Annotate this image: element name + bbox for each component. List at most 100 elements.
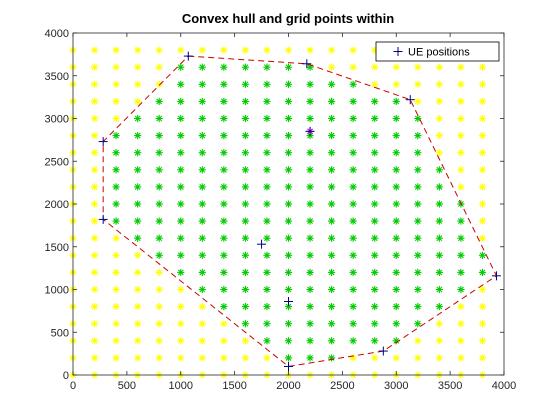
grid-point-inside: [328, 337, 336, 345]
grid-point-inside: [414, 217, 422, 225]
ue-position-marker: [302, 59, 312, 69]
grid-point-outside: [478, 303, 487, 311]
grid-point-inside: [198, 149, 206, 157]
grid-point-inside: [328, 285, 336, 294]
grid-point-outside: [90, 80, 99, 88]
grid-point-outside: [134, 337, 142, 345]
grid-point-inside: [241, 149, 249, 157]
grid-point-inside: [198, 285, 206, 294]
grid-point-inside: [414, 149, 422, 157]
grid-point-inside: [112, 132, 120, 140]
grid-point-inside: [155, 114, 163, 123]
grid-point-inside: [177, 234, 185, 242]
grid-point-inside: [371, 200, 379, 208]
grid-point-outside: [198, 337, 206, 345]
x-tick-label: 1000: [169, 380, 193, 392]
grid-point-inside: [177, 114, 185, 123]
grid-point-outside: [457, 97, 465, 105]
grid-point-outside: [435, 97, 443, 105]
grid-point-inside: [457, 251, 465, 259]
grid-point-outside: [198, 303, 206, 311]
grid-point-outside: [478, 320, 487, 328]
grid-point-inside: [435, 183, 443, 191]
ue-position-marker: [98, 214, 108, 224]
grid-point-inside: [241, 97, 249, 105]
grid-point-inside: [284, 251, 293, 259]
grid-point-outside: [478, 132, 487, 140]
grid-point-inside: [414, 166, 422, 174]
grid-point-outside: [457, 114, 465, 123]
grid-point-outside: [220, 354, 228, 362]
grid-point-inside: [371, 320, 379, 328]
y-tick-label: 2000: [45, 199, 69, 211]
grid-point-inside: [306, 251, 314, 259]
grid-point-inside: [177, 217, 185, 225]
grid-point-outside: [134, 97, 142, 105]
grid-point-inside: [220, 268, 228, 276]
y-tick-label: 3500: [45, 71, 69, 83]
grid-point-outside: [478, 354, 487, 362]
grid-point-outside: [198, 354, 206, 362]
grid-point-inside: [435, 166, 443, 174]
grid-point-outside: [328, 63, 336, 71]
grid-point-outside: [198, 320, 206, 328]
grid-point-outside: [457, 183, 465, 191]
grid-point-inside: [328, 320, 336, 328]
grid-point-inside: [155, 234, 163, 242]
grid-point-inside: [241, 320, 249, 328]
grid-point-inside: [177, 200, 185, 208]
grid-point-inside: [435, 234, 443, 242]
grid-point-outside: [478, 217, 487, 225]
grid-point-outside: [90, 303, 99, 311]
grid-point-inside: [349, 149, 357, 157]
grid-point-inside: [220, 63, 228, 71]
ue-position-marker: [284, 296, 293, 306]
grid-point-inside: [349, 80, 357, 88]
grid-point-inside: [306, 217, 314, 225]
grid-point-outside: [112, 303, 120, 311]
grid-point-inside: [435, 268, 443, 276]
grid-point-outside: [112, 114, 120, 123]
grid-point-outside: [478, 183, 487, 191]
grid-point-inside: [220, 303, 228, 311]
grid-point-inside: [306, 320, 314, 328]
grid-point-outside: [112, 320, 120, 328]
grid-point-inside: [112, 166, 120, 174]
ue-position-marker: [305, 126, 315, 136]
grid-point-inside: [220, 217, 228, 225]
grid-point-outside: [134, 63, 142, 71]
grid-point-inside: [349, 166, 357, 174]
grid-point-inside: [284, 268, 293, 276]
grid-point-outside: [90, 149, 99, 157]
grid-point-inside: [371, 183, 379, 191]
grid-point-inside: [112, 183, 120, 191]
grid-point-outside: [90, 285, 99, 294]
grid-point-outside: [371, 63, 379, 71]
grid-point-outside: [220, 320, 228, 328]
grid-point-inside: [198, 63, 206, 71]
ue-position-marker: [183, 51, 193, 61]
grid-point-inside: [457, 268, 465, 276]
grid-point-inside: [306, 234, 314, 242]
grid-point-inside: [284, 132, 293, 140]
grid-point-outside: [90, 234, 99, 242]
grid-point-inside: [263, 149, 271, 157]
grid-point-inside: [241, 114, 249, 123]
grid-point-outside: [435, 337, 443, 345]
grid-point-inside: [392, 132, 400, 140]
y-tick-label: 500: [51, 327, 69, 339]
grid-point-inside: [284, 200, 293, 208]
grid-point-inside: [284, 234, 293, 242]
grid-point-inside: [241, 80, 249, 88]
grid-point-outside: [263, 354, 271, 362]
grid-point-inside: [392, 217, 400, 225]
grid-point-outside: [90, 166, 99, 174]
grid-point-inside: [220, 149, 228, 157]
grid-point-outside: [134, 354, 142, 362]
grid-point-inside: [328, 166, 336, 174]
grid-point-inside: [414, 320, 422, 328]
ue-position-marker: [257, 239, 267, 249]
grid-point-outside: [457, 337, 465, 345]
grid-point-inside: [112, 200, 120, 208]
